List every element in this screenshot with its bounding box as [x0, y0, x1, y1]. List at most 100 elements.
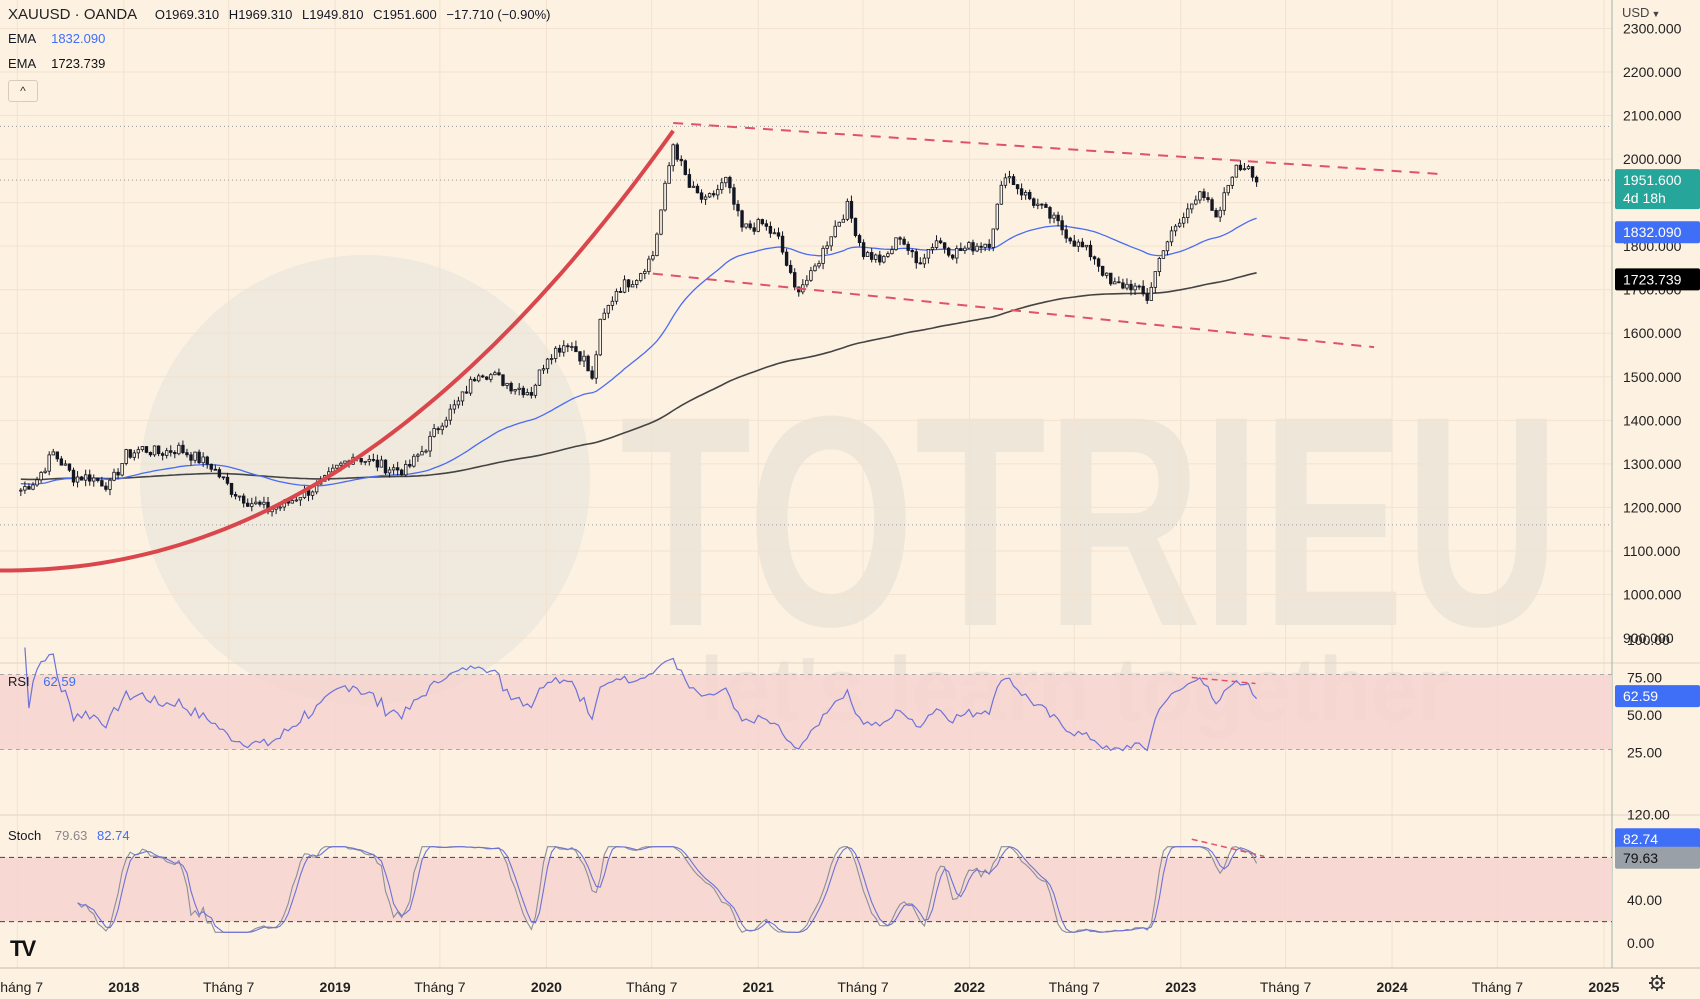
candle-body	[100, 480, 104, 487]
candle-body	[379, 459, 384, 468]
candle-body	[75, 476, 80, 483]
candle-body	[19, 489, 23, 492]
rsi-tick-label: 100.00	[1627, 632, 1670, 648]
candle-body	[420, 451, 424, 456]
candle-body	[1084, 244, 1089, 248]
candle-body	[963, 247, 967, 252]
time-tick-label: 2022	[954, 979, 985, 995]
candle-body	[108, 479, 112, 490]
candle-body	[408, 464, 412, 467]
candle-body	[821, 247, 825, 264]
candle-body	[570, 346, 574, 348]
ema1-legend[interactable]: EMA 1832.090	[8, 31, 105, 46]
stoch-band	[0, 857, 1612, 922]
candle-body	[869, 252, 874, 260]
candle-body	[1076, 241, 1081, 247]
candle-body	[780, 235, 785, 253]
candle-body	[853, 217, 858, 236]
candle-body	[537, 369, 542, 386]
time-tick-label: 2023	[1165, 979, 1196, 995]
price-tick-label: 1000.000	[1623, 586, 1682, 602]
horizontal-lines	[0, 125, 1612, 526]
candle-body	[1011, 176, 1016, 186]
candle-body	[399, 469, 404, 476]
candle-body	[882, 256, 886, 263]
candle-body	[51, 451, 55, 456]
rsi-legend[interactable]: RSI 62.59	[8, 674, 76, 689]
candle-body	[906, 243, 910, 251]
candle-body	[1141, 285, 1145, 295]
candle-body	[1048, 207, 1052, 219]
candle-body	[1190, 203, 1194, 210]
candle-body	[1092, 256, 1097, 260]
gear-icon[interactable]	[1648, 974, 1666, 992]
price-tick-label: 1200.000	[1623, 499, 1682, 515]
candle-body	[444, 419, 448, 427]
candle-body	[254, 501, 258, 505]
candle-body	[1060, 220, 1064, 231]
candle-body	[1040, 203, 1044, 206]
price-axis[interactable]: 2300.0002200.0002100.0002000.0001900.000…	[1623, 20, 1682, 951]
candle-body	[740, 210, 744, 228]
stoch-d-badge-bg	[1615, 828, 1700, 851]
candle-body	[181, 444, 185, 454]
candle-body	[634, 280, 639, 285]
candle-body	[825, 245, 829, 249]
rsi-badge-bg	[1615, 685, 1700, 708]
time-tick-label: Tháng 7	[203, 979, 255, 995]
stoch-legend[interactable]: Stoch 79.63 82.74	[8, 828, 130, 843]
candle-body	[294, 499, 299, 502]
change-value: −17.710 (−0.90%)	[446, 7, 551, 22]
candle-body	[1007, 176, 1012, 179]
time-tick-label: 2019	[320, 979, 351, 995]
candle-body	[1194, 199, 1198, 205]
candle-body	[886, 253, 890, 257]
ema1-value: 1832.090	[51, 31, 106, 46]
candle-body	[1003, 177, 1008, 186]
candle-body	[566, 345, 570, 348]
rsi-tick-label: 50.00	[1627, 707, 1662, 723]
time-tick-label: Tháng 7	[0, 979, 43, 995]
rsi-line	[24, 647, 1258, 752]
candle-body	[1072, 240, 1076, 247]
candle-body	[865, 252, 870, 257]
candle-body	[894, 237, 898, 251]
candle-body	[720, 182, 724, 190]
time-tick-label: Tháng 7	[626, 979, 678, 995]
candle-body	[1161, 250, 1166, 259]
candle-body	[955, 248, 959, 259]
candle-body	[43, 470, 47, 473]
candle-body	[513, 389, 517, 392]
price-tick-label: 1100.000	[1623, 543, 1681, 559]
tradingview-logo-icon[interactable]: TV	[10, 936, 36, 962]
candle-body	[594, 354, 598, 379]
candle-body	[104, 485, 108, 490]
currency-menu[interactable]: USD ▼	[1622, 5, 1660, 20]
candle-body	[590, 370, 594, 379]
time-tick-label: 2018	[108, 979, 139, 995]
candle-body	[39, 472, 43, 481]
candle-body	[675, 144, 679, 160]
collapse-legend-button[interactable]: ^	[8, 80, 38, 102]
candle-body	[412, 455, 416, 467]
candle-body	[1254, 176, 1259, 183]
time-axis[interactable]: Tháng 7 2018 Tháng 7 2019 Tháng 7 2020 Tháng 7…	[0, 979, 1620, 995]
candle-body	[711, 193, 716, 196]
candle-body	[476, 375, 481, 382]
candle-body	[1109, 272, 1113, 285]
candle-body	[67, 463, 72, 471]
candle-body	[71, 469, 76, 483]
symbol-title[interactable]: XAUUSD · OANDA	[8, 6, 138, 23]
candle-body	[845, 200, 850, 220]
ema-fast-path	[20, 217, 1257, 487]
watermark-logo-icon	[140, 255, 590, 705]
candle-body	[951, 254, 955, 259]
candle-body	[979, 245, 983, 248]
candle-body	[1145, 293, 1149, 301]
stoch-tick-label: 0.00	[1627, 935, 1654, 951]
candle-body	[27, 486, 31, 490]
ema2-legend[interactable]: EMA 1723.739	[8, 56, 105, 71]
candle-body	[258, 501, 262, 505]
